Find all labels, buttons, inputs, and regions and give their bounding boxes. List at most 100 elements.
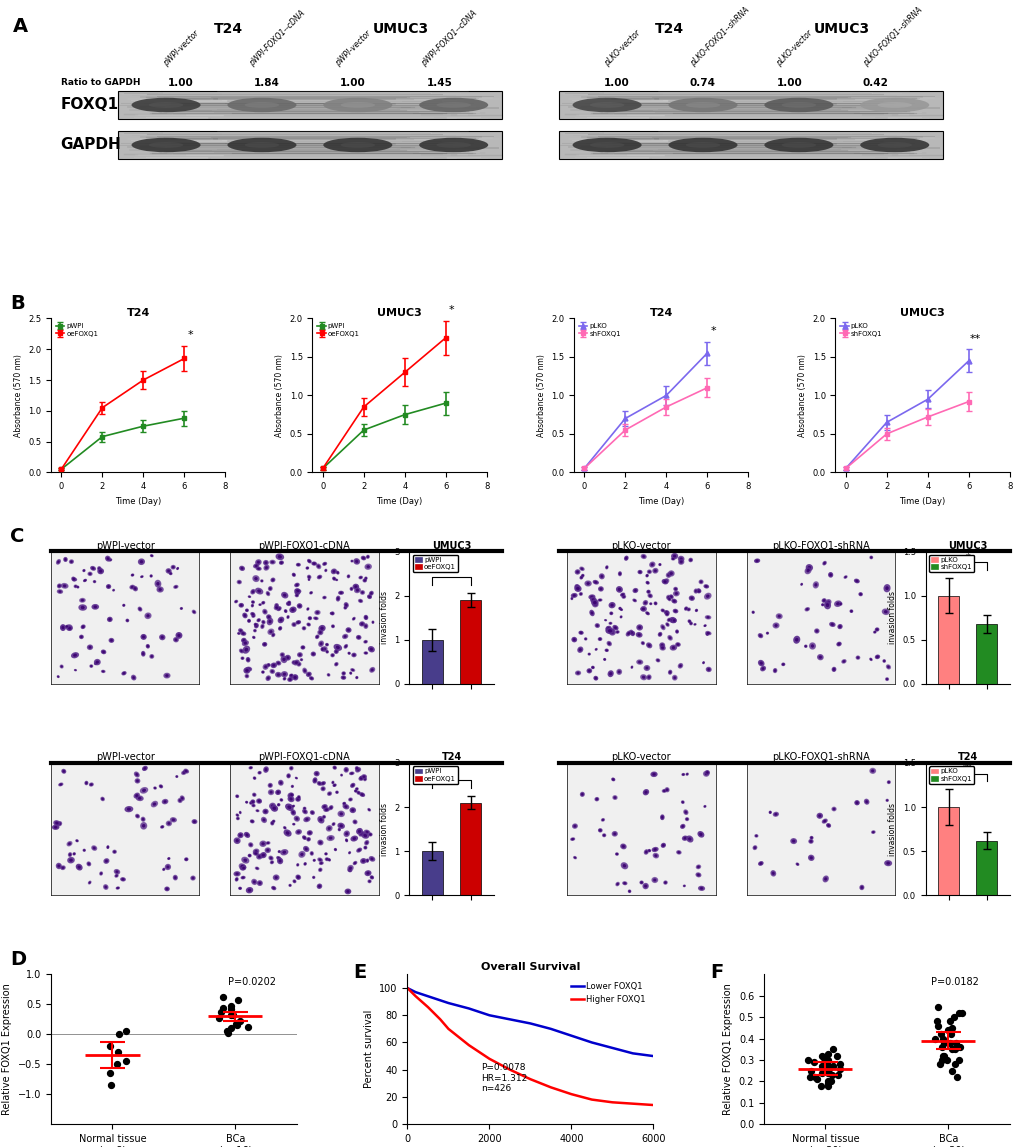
Ellipse shape (601, 819, 604, 821)
Ellipse shape (328, 827, 330, 829)
Ellipse shape (264, 767, 268, 772)
Point (947, 1033, 963, 1052)
Ellipse shape (307, 837, 310, 841)
Ellipse shape (149, 142, 183, 148)
Ellipse shape (325, 858, 328, 860)
Ellipse shape (839, 626, 840, 627)
Ellipse shape (99, 568, 100, 569)
Ellipse shape (136, 795, 138, 796)
Ellipse shape (680, 557, 682, 560)
Point (933, 1046, 950, 1064)
Ellipse shape (364, 651, 367, 654)
Ellipse shape (242, 866, 244, 868)
Ellipse shape (685, 608, 686, 609)
Ellipse shape (356, 767, 357, 768)
Ellipse shape (707, 669, 709, 670)
Ellipse shape (592, 599, 594, 601)
Ellipse shape (275, 790, 280, 795)
Ellipse shape (855, 656, 859, 660)
Ellipse shape (252, 804, 255, 806)
Ellipse shape (298, 876, 299, 877)
Text: **: ** (968, 334, 979, 344)
Ellipse shape (357, 768, 359, 771)
Lower FOXQ1 (544, 1022, 556, 1036)
Point (819, 1045, 836, 1063)
Ellipse shape (344, 646, 346, 647)
Point (805, 1053, 821, 1071)
Ellipse shape (318, 817, 323, 822)
Ellipse shape (294, 590, 300, 594)
Ellipse shape (314, 780, 315, 781)
Ellipse shape (240, 865, 246, 869)
Point (215, 999, 231, 1017)
Ellipse shape (142, 818, 145, 821)
Ellipse shape (760, 666, 764, 671)
Text: 0.42: 0.42 (862, 78, 888, 88)
Ellipse shape (307, 672, 311, 677)
Line: Lower FOXQ1: Lower FOXQ1 (407, 988, 653, 1056)
Ellipse shape (357, 791, 360, 794)
Lower FOXQ1 (524, 1016, 536, 1030)
Point (218, 1022, 234, 1040)
Ellipse shape (165, 887, 169, 890)
Ellipse shape (671, 557, 674, 560)
Ellipse shape (622, 845, 624, 848)
Ellipse shape (120, 877, 125, 881)
Point (942, 1025, 958, 1044)
Ellipse shape (633, 599, 636, 602)
Ellipse shape (235, 877, 237, 881)
Ellipse shape (277, 858, 282, 864)
Ellipse shape (346, 890, 348, 892)
Point (946, 1040, 962, 1059)
Ellipse shape (338, 811, 344, 817)
Title: UMUC3: UMUC3 (947, 540, 986, 551)
Ellipse shape (650, 772, 656, 777)
Text: FOXQ1: FOXQ1 (60, 97, 118, 112)
Ellipse shape (590, 596, 592, 598)
Ellipse shape (165, 865, 170, 869)
Ellipse shape (816, 813, 821, 818)
Ellipse shape (356, 677, 358, 679)
Ellipse shape (641, 555, 645, 559)
Ellipse shape (56, 560, 60, 564)
Ellipse shape (91, 567, 95, 570)
Ellipse shape (318, 577, 320, 578)
Ellipse shape (340, 774, 342, 777)
Ellipse shape (59, 822, 60, 825)
Point (223, 1006, 239, 1024)
Ellipse shape (640, 608, 643, 610)
Ellipse shape (365, 871, 371, 875)
Ellipse shape (591, 666, 593, 669)
Ellipse shape (64, 557, 67, 561)
Ellipse shape (678, 852, 679, 853)
Ellipse shape (125, 806, 132, 812)
Ellipse shape (272, 633, 274, 637)
Ellipse shape (344, 889, 351, 894)
Ellipse shape (331, 569, 336, 574)
Ellipse shape (252, 591, 254, 593)
Ellipse shape (684, 607, 687, 610)
Ellipse shape (576, 571, 578, 572)
Ellipse shape (668, 671, 671, 673)
Text: P=0.0078
HR=1.312
n=426: P=0.0078 HR=1.312 n=426 (481, 1063, 527, 1093)
Ellipse shape (243, 614, 247, 617)
Ellipse shape (322, 647, 327, 651)
Ellipse shape (822, 600, 824, 601)
Ellipse shape (253, 794, 256, 796)
Ellipse shape (246, 609, 248, 611)
Ellipse shape (140, 608, 141, 610)
Ellipse shape (339, 825, 342, 827)
Ellipse shape (142, 651, 145, 656)
Ellipse shape (56, 822, 58, 824)
Ellipse shape (342, 804, 348, 809)
Text: T24: T24 (654, 22, 684, 36)
Ellipse shape (332, 822, 334, 826)
X-axis label: Time (Day): Time (Day) (899, 497, 945, 506)
Ellipse shape (344, 806, 346, 807)
Ellipse shape (345, 604, 346, 606)
Ellipse shape (352, 785, 354, 786)
Ellipse shape (677, 643, 679, 645)
Ellipse shape (323, 97, 392, 112)
Bar (975, 624, 997, 684)
Ellipse shape (357, 828, 362, 834)
